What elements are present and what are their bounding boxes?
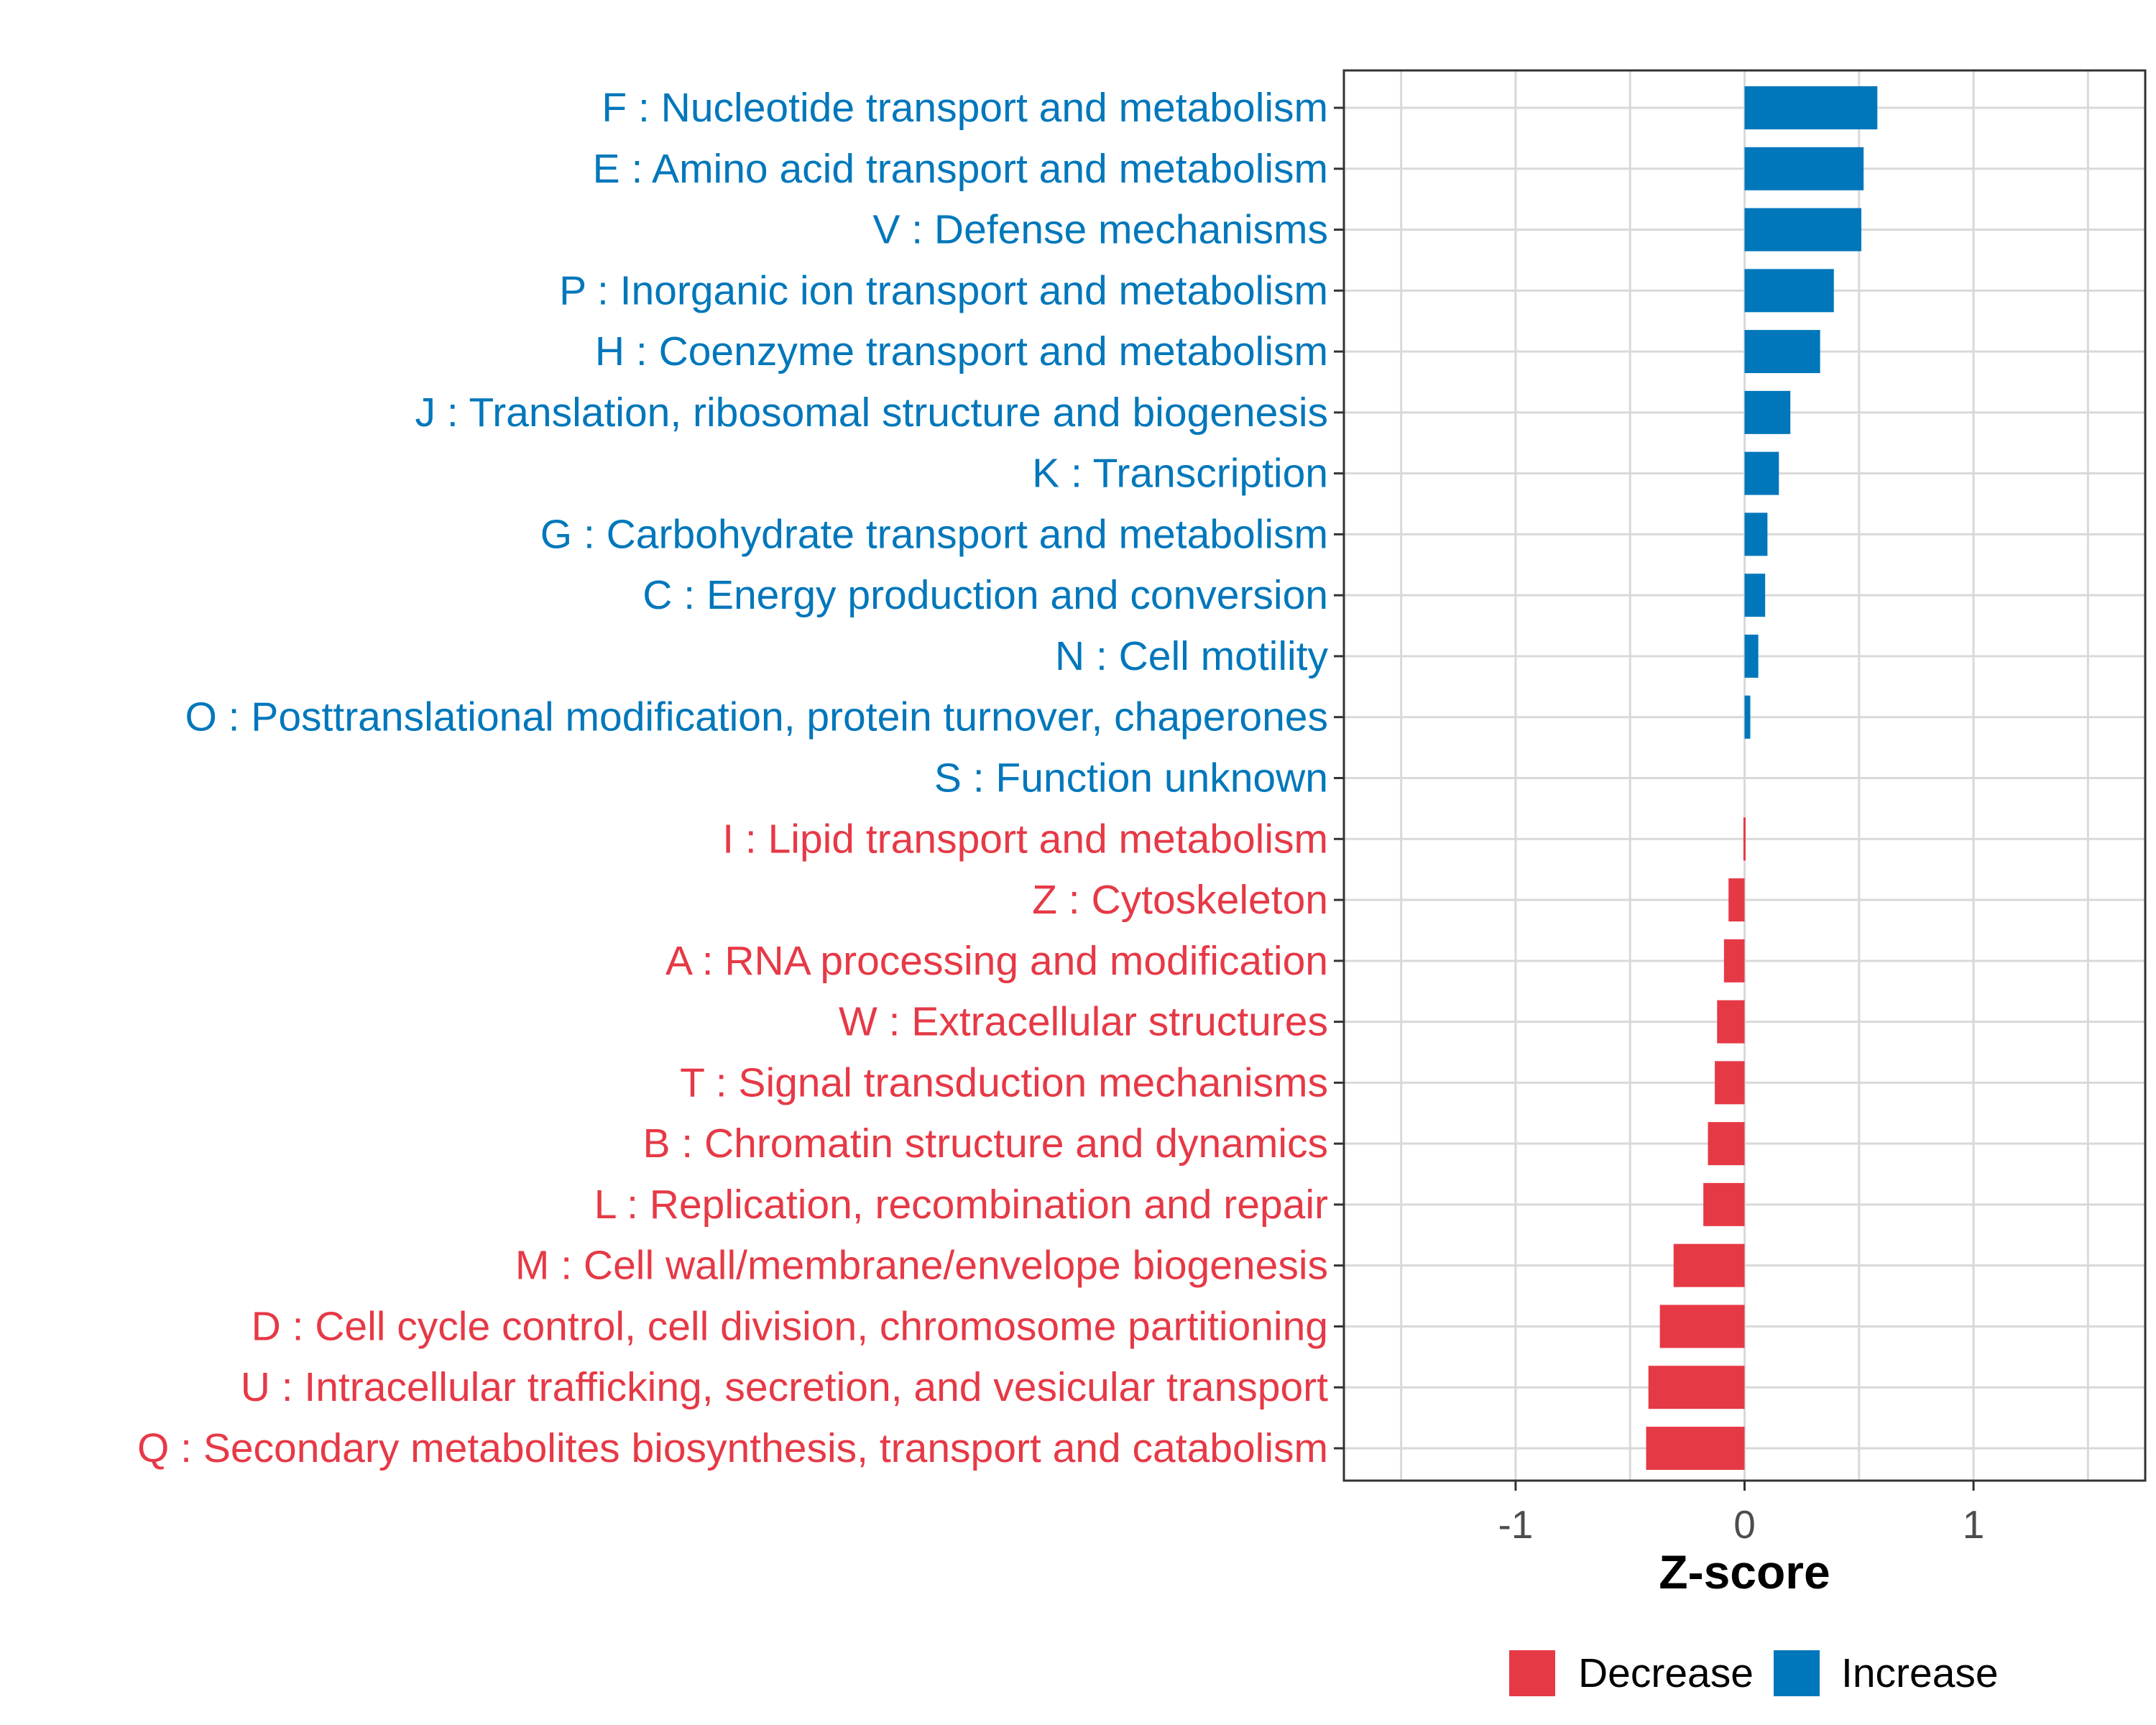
category-label: I : Lipid transport and metabolism (722, 816, 1328, 862)
bar (1744, 634, 1759, 678)
category-label: M : Cell wall/membrane/envelope biogenes… (515, 1243, 1328, 1289)
bars (1646, 86, 1878, 1470)
x-tick-label: -1 (1498, 1502, 1533, 1547)
category-label: E : Amino acid transport and metabolism (593, 146, 1328, 192)
category-label: U : Intracellular trafficking, secretion… (241, 1364, 1328, 1410)
category-labels: F : Nucleotide transport and metabolism E… (137, 85, 1329, 1471)
bar (1673, 1243, 1745, 1287)
category-label: D : Cell cycle control, cell division, c… (252, 1303, 1328, 1349)
bar (1723, 939, 1745, 983)
legend-label-decrease: Decrease (1578, 1650, 1754, 1696)
bar (1703, 1182, 1745, 1226)
category-label: Z : Cytoskeleton (1032, 877, 1328, 923)
category-label: V : Defense mechanisms (872, 207, 1328, 253)
category-label: O : Posttranslational modification, prot… (185, 694, 1328, 740)
bar (1743, 817, 1746, 861)
x-tick-label: 1 (1963, 1502, 1985, 1547)
category-label: B : Chromatin structure and dynamics (642, 1121, 1328, 1167)
bar (1744, 451, 1779, 495)
category-label: P : Inorganic ion transport and metaboli… (559, 267, 1328, 313)
category-label: N : Cell motility (1055, 633, 1329, 679)
bar (1744, 147, 1864, 190)
bar (1715, 1061, 1745, 1105)
x-axis-title: Z-score (1659, 1545, 1830, 1598)
category-label: C : Energy production and conversion (642, 572, 1328, 618)
category-label: L : Replication, recombination and repai… (594, 1182, 1328, 1228)
bar (1744, 695, 1751, 739)
bar (1646, 1427, 1745, 1470)
bar (1744, 512, 1768, 556)
bar (1744, 86, 1878, 129)
category-label: Q : Secondary metabolites biosynthesis, … (137, 1425, 1328, 1471)
bar (1648, 1366, 1745, 1409)
category-label: H : Coenzyme transport and metabolism (595, 328, 1328, 374)
category-label: S : Function unknown (934, 755, 1328, 801)
category-label: K : Transcription (1032, 451, 1328, 497)
category-label: F : Nucleotide transport and metabolism (602, 85, 1328, 131)
bar (1744, 269, 1834, 313)
category-label: J : Translation, ribosomal structure and… (415, 390, 1328, 436)
bar (1659, 1305, 1745, 1348)
x-tick-label: 0 (1733, 1502, 1756, 1547)
bar (1717, 1000, 1745, 1044)
bar (1744, 330, 1820, 374)
category-label: A : RNA processing and modification (665, 938, 1328, 984)
bar (1708, 1122, 1745, 1166)
plot-panel-border (1342, 69, 2147, 1482)
category-label: W : Extracellular structures (839, 999, 1328, 1045)
bar (1728, 878, 1745, 922)
category-label: G : Carbohydrate transport and metabolis… (540, 511, 1328, 557)
bar (1744, 390, 1791, 434)
legend-label-increase: Increase (1841, 1650, 1999, 1696)
bar (1744, 208, 1861, 252)
legend-swatch-increase (1774, 1650, 1820, 1696)
legend-swatch-decrease (1509, 1650, 1555, 1696)
x-axis-ticks: -1 0 1 (1334, 106, 1985, 1547)
legend: Decrease Increase (1509, 1650, 1999, 1696)
bar (1744, 574, 1766, 617)
category-label: T : Signal transduction mechanisms (680, 1059, 1328, 1105)
